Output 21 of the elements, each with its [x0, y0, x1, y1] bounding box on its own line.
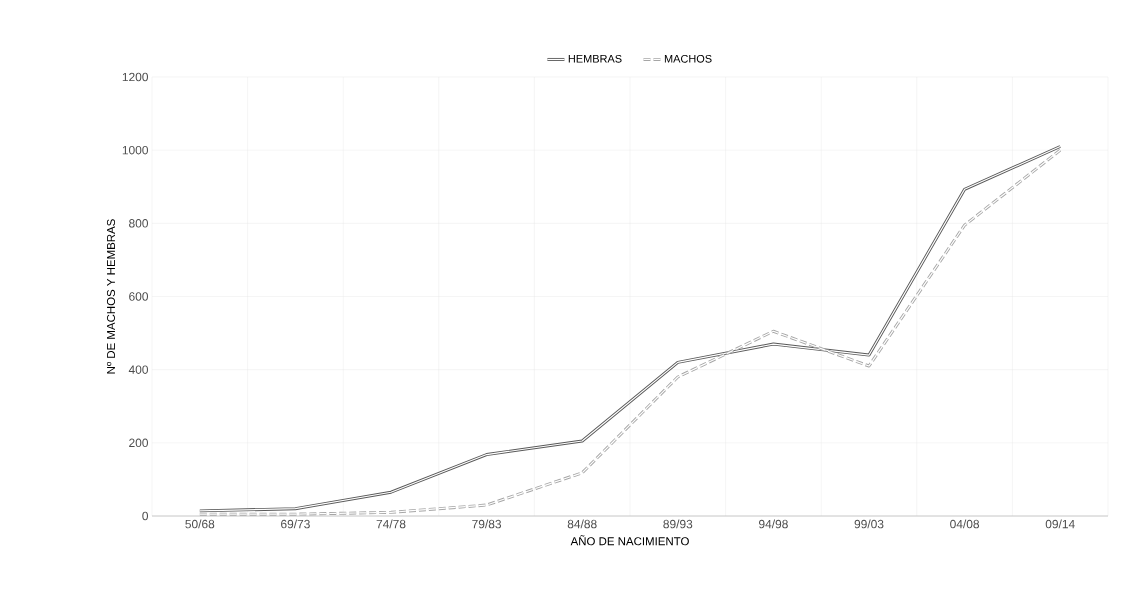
x-axis-title: AÑO DE NACIMIENTO — [570, 535, 689, 546]
y-tick-label: 1200 — [122, 72, 149, 82]
legend-label: HEMBRAS — [568, 54, 622, 63]
x-tick-label: 09/14 — [1045, 519, 1075, 529]
x-tick-label: 94/98 — [759, 519, 788, 529]
y-axis-title: Nº DE MACHOS Y HEMBRAS — [106, 219, 116, 374]
y-tick-label: 0 — [142, 511, 149, 521]
x-tick-label: 50/68 — [185, 519, 215, 529]
x-tick-label: 69/73 — [281, 519, 310, 529]
x-tick-label: 79/83 — [472, 519, 502, 529]
y-tick-label: 200 — [129, 438, 149, 448]
x-tick-label: 84/88 — [567, 519, 597, 529]
y-tick-label: 600 — [129, 292, 149, 301]
x-tick-label: 89/93 — [663, 519, 693, 529]
y-tick-label: 400 — [128, 365, 149, 374]
legend-label: MACHOS — [664, 54, 712, 63]
x-tick-label: 74/78 — [376, 519, 406, 529]
x-tick-label: 99/03 — [854, 519, 884, 529]
y-tick-label: 800 — [129, 219, 149, 228]
x-tick-label: 04/08 — [950, 519, 980, 529]
y-tick-label: 1000 — [122, 145, 149, 155]
